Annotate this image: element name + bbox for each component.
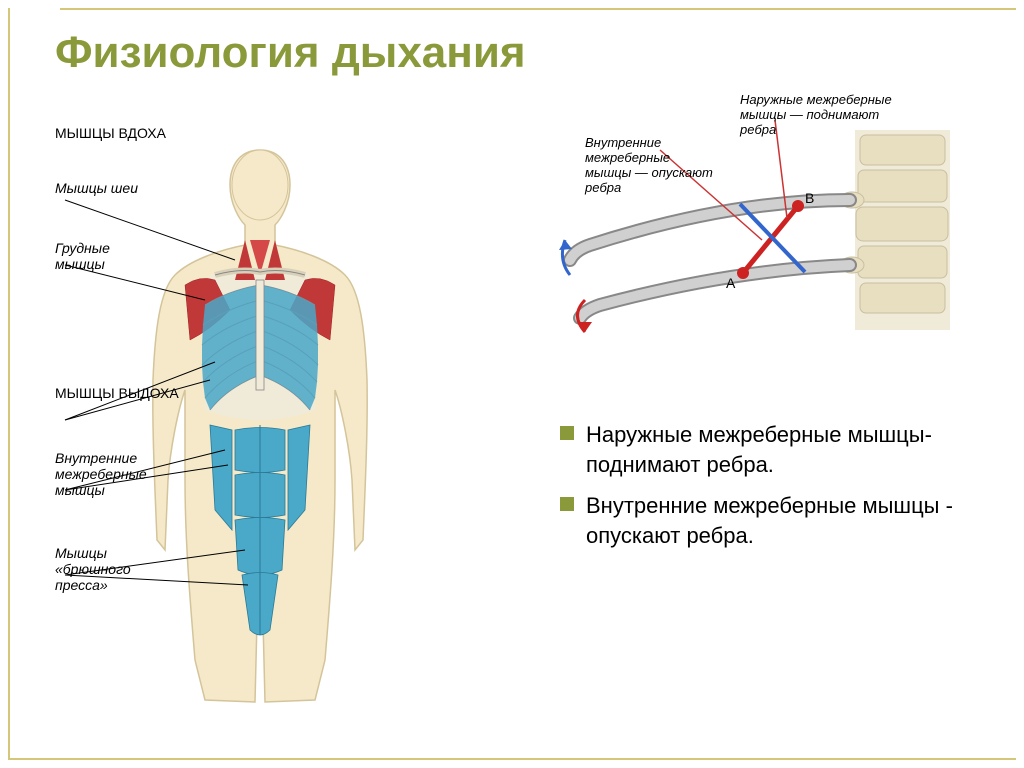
label-internal-intercostal-rib: Внутренние межреберные мышцы — опускают … — [585, 135, 715, 195]
bullet-text: Наружные межреберные мышцы- поднимают ре… — [586, 420, 990, 479]
label-exhale-muscles: МЫШЦЫ ВЫДОХА — [55, 385, 179, 401]
rib-mechanics-figure: А В Наружные межреберные мышцы — поднима… — [530, 100, 960, 360]
label-internal-intercostal-rib-text: Внутренние межреберные мышцы — опускают … — [585, 135, 713, 195]
body-anatomy-figure: МЫШЦЫ ВДОХА Мышцы шеи Грудные мышцы МЫШЦ… — [60, 130, 460, 710]
bullet-item: Внутренние межреберные мышцы - опускают … — [560, 491, 990, 550]
bullet-list: Наружные межреберные мышцы- поднимают ре… — [560, 420, 990, 563]
slide-title: Физиология дыхания — [55, 28, 526, 78]
bullet-text: Внутренние межреберные мышцы - опускают … — [586, 491, 990, 550]
point-b-label: В — [805, 190, 814, 206]
label-abdominal: Мышцы «брюшного пресса» — [55, 545, 145, 593]
label-external-intercostal-text: Наружные межреберные мышцы — поднимают р… — [740, 92, 892, 137]
label-inhale-muscles: МЫШЦЫ ВДОХА — [55, 125, 166, 141]
point-a-label: А — [726, 275, 736, 291]
bullet-icon — [560, 426, 574, 440]
label-chest-muscles: Грудные мышцы — [55, 240, 135, 272]
label-internal-intercostal: Внутренние межреберные мышцы — [55, 450, 160, 498]
label-external-intercostal: Наружные межреберные мышцы — поднимают р… — [740, 92, 900, 137]
label-neck-muscles: Мышцы шеи — [55, 180, 138, 196]
bullet-icon — [560, 497, 574, 511]
bullet-item: Наружные межреберные мышцы- поднимают ре… — [560, 420, 990, 479]
